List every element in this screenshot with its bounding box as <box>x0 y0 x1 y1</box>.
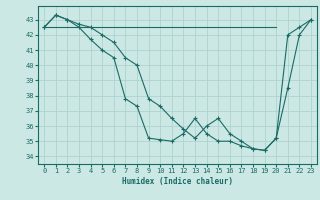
X-axis label: Humidex (Indice chaleur): Humidex (Indice chaleur) <box>122 177 233 186</box>
